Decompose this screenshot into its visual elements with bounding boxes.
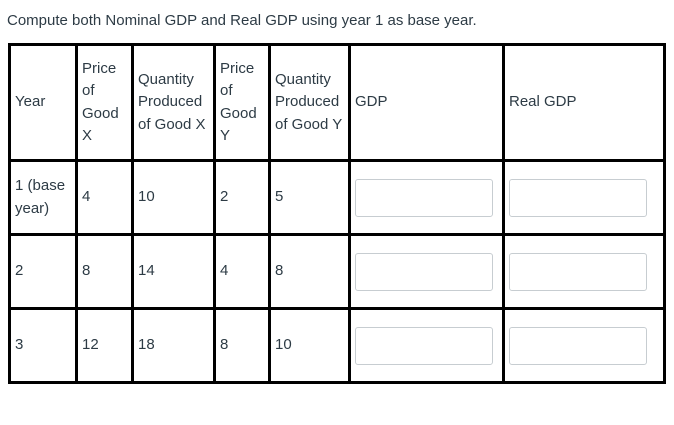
table-row-year3: 3 12 18 8 10 <box>8 307 666 384</box>
cell-qty-y-1: 5 <box>268 159 351 236</box>
cell-year-1: 1 (base year) <box>8 159 78 236</box>
table-row-year2: 2 8 14 4 8 <box>8 233 666 310</box>
col-header-gdp: GDP <box>348 43 505 162</box>
col-header-year: Year <box>8 43 78 162</box>
cell-qty-x-2: 14 <box>131 233 216 310</box>
cell-real-gdp-1 <box>502 159 666 236</box>
gdp-input-year1[interactable] <box>355 178 493 217</box>
cell-year-2: 2 <box>8 233 78 310</box>
col-header-quantity-good-x: Quantity Produced of Good X <box>131 43 216 162</box>
cell-price-y-1: 2 <box>213 159 271 236</box>
col-header-real-gdp: Real GDP <box>502 43 666 162</box>
cell-year-3: 3 <box>8 307 78 384</box>
cell-price-y-3: 8 <box>213 307 271 384</box>
cell-gdp-1 <box>348 159 505 236</box>
real-gdp-input-year2[interactable] <box>509 252 647 291</box>
cell-real-gdp-3 <box>502 307 666 384</box>
gdp-table: Year Price of Good X Quantity Produced o… <box>8 43 666 384</box>
real-gdp-input-year3[interactable] <box>509 326 647 365</box>
table-header-row: Year Price of Good X Quantity Produced o… <box>8 43 666 162</box>
gdp-input-year3[interactable] <box>355 326 493 365</box>
cell-gdp-3 <box>348 307 505 384</box>
cell-real-gdp-2 <box>502 233 666 310</box>
cell-qty-y-2: 8 <box>268 233 351 310</box>
cell-price-x-3: 12 <box>75 307 134 384</box>
cell-qty-x-3: 18 <box>131 307 216 384</box>
cell-price-y-2: 4 <box>213 233 271 310</box>
cell-price-x-1: 4 <box>75 159 134 236</box>
table-row-year1: 1 (base year) 4 10 2 5 <box>8 159 666 236</box>
gdp-input-year2[interactable] <box>355 252 493 291</box>
instruction-text: Compute both Nominal GDP and Real GDP us… <box>7 12 477 29</box>
col-header-price-good-x: Price of Good X <box>75 43 134 162</box>
cell-qty-y-3: 10 <box>268 307 351 384</box>
real-gdp-input-year1[interactable] <box>509 178 647 217</box>
col-header-price-good-y: Price of Good Y <box>213 43 271 162</box>
cell-price-x-2: 8 <box>75 233 134 310</box>
col-header-quantity-good-y: Quantity Produced of Good Y <box>268 43 351 162</box>
cell-qty-x-1: 10 <box>131 159 216 236</box>
cell-gdp-2 <box>348 233 505 310</box>
